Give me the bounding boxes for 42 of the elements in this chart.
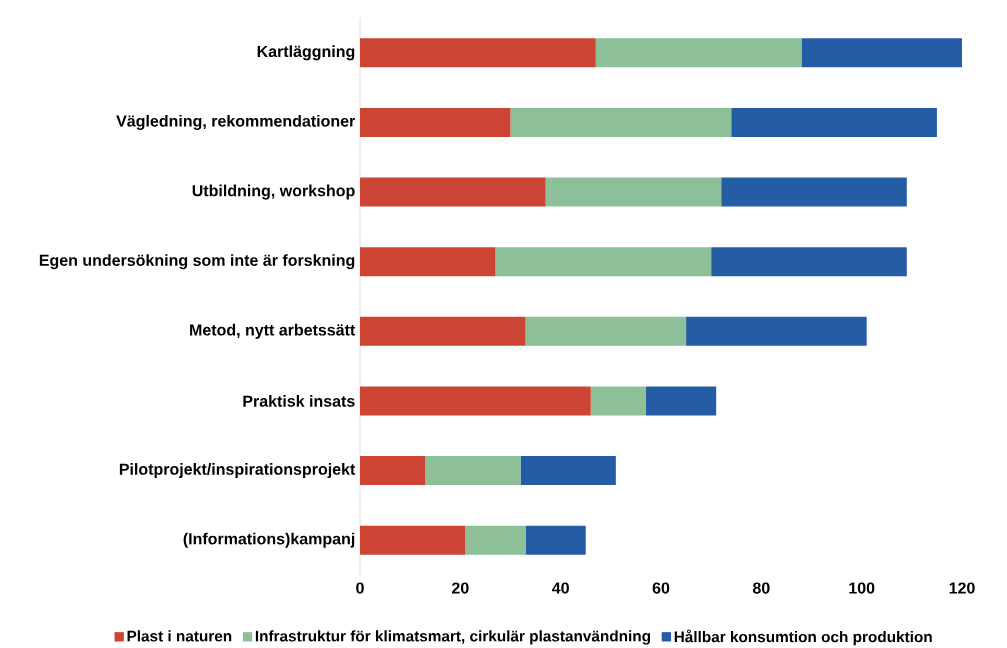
bar bbox=[360, 456, 426, 486]
x-tick-label: 120 bbox=[949, 582, 975, 594]
bar bbox=[711, 247, 907, 277]
bar bbox=[525, 525, 586, 555]
bar bbox=[545, 177, 722, 207]
y-tick-label: Egen undersökning som inte är forskning bbox=[39, 254, 355, 270]
bar bbox=[595, 38, 802, 68]
y-tick-label: Praktisk insats bbox=[243, 395, 355, 407]
bar bbox=[721, 177, 907, 207]
bar bbox=[801, 38, 962, 68]
bar bbox=[590, 386, 646, 416]
bar bbox=[465, 525, 526, 555]
x-tick-label: 80 bbox=[752, 582, 770, 594]
bar bbox=[360, 177, 546, 207]
bar bbox=[520, 456, 616, 486]
bar bbox=[645, 386, 717, 416]
bar bbox=[686, 316, 867, 346]
legend-label: Plast i naturen bbox=[127, 630, 232, 642]
bar bbox=[510, 107, 732, 137]
bar bbox=[360, 316, 526, 346]
x-tick-label: 20 bbox=[452, 582, 469, 594]
y-tick-label: Pilotprojekt/inspirationsprojekt bbox=[119, 463, 356, 479]
bar bbox=[495, 247, 712, 277]
bar bbox=[731, 107, 937, 137]
bar bbox=[525, 316, 687, 346]
y-tick-label: Utbildning, workshop bbox=[192, 184, 355, 200]
y-tick-label: Vägledning, rekommendationer bbox=[116, 114, 356, 130]
x-tick-label: 0 bbox=[356, 582, 364, 594]
bar bbox=[360, 107, 511, 137]
legend-label: Infrastruktur för klimatsmart, cirkulär plastanvändning bbox=[255, 630, 651, 645]
legend-label: Hållbar konsumtion och produktion bbox=[674, 629, 932, 646]
bar bbox=[425, 456, 521, 486]
y-tick-label: (Informations)kampanj bbox=[183, 532, 355, 548]
bar bbox=[360, 247, 496, 277]
x-tick-label: 60 bbox=[652, 582, 670, 594]
y-tick-label: Kartläggning bbox=[257, 45, 355, 61]
bar bbox=[360, 525, 466, 555]
y-tick-label: Metod, nytt arbetssätt bbox=[190, 323, 356, 339]
x-tick-label: 40 bbox=[552, 582, 569, 594]
bar bbox=[360, 386, 591, 416]
bar bbox=[360, 38, 596, 68]
x-tick-label: 100 bbox=[849, 582, 875, 594]
